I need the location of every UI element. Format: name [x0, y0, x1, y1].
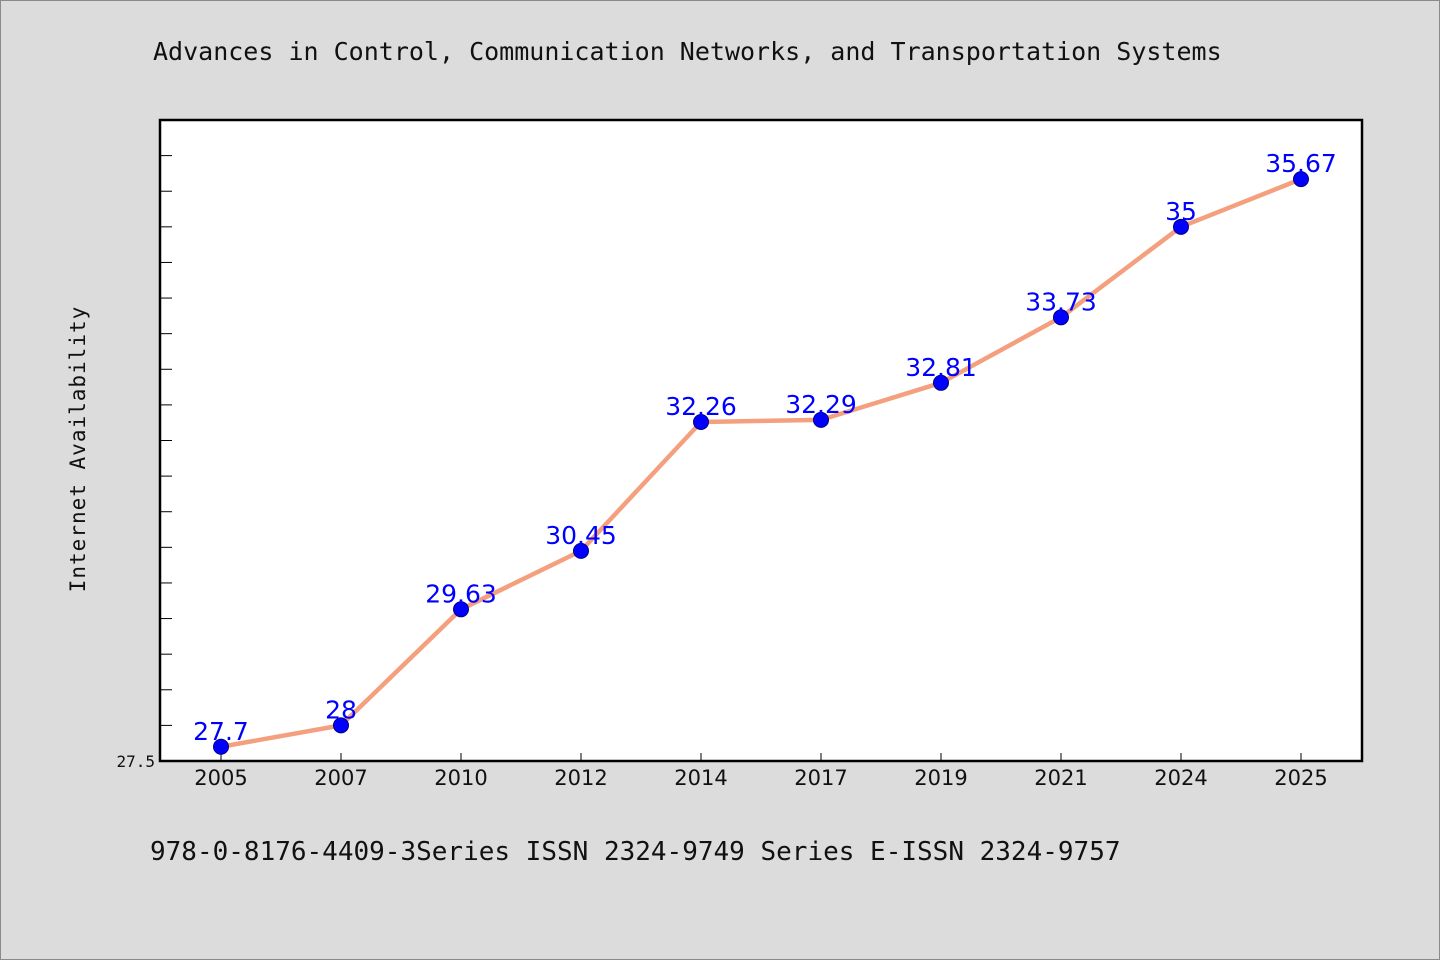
series-line — [218, 176, 1304, 750]
data-label: 30.45 — [545, 521, 617, 550]
x-tick-label: 2025 — [1274, 766, 1327, 790]
data-point — [453, 601, 469, 618]
x-tick-label: 2021 — [1034, 766, 1087, 790]
data-label: 33.73 — [1025, 287, 1097, 316]
isbn-issn-footer: 978-0-8176-4409-3Series ISSN 2324-9749 S… — [150, 837, 1121, 867]
data-point — [573, 542, 589, 559]
plot-area — [158, 118, 1364, 763]
data-point — [693, 413, 709, 430]
chart-title: Advances in Control, Communication Netwo… — [153, 37, 1222, 66]
x-tick-label: 2010 — [434, 766, 487, 790]
data-label: 29.63 — [425, 579, 497, 608]
x-tick-label: 2014 — [674, 766, 727, 790]
x-tick-label: 2024 — [1154, 766, 1207, 790]
x-tick-label: 2007 — [314, 766, 367, 790]
data-label: 35 — [1165, 197, 1197, 226]
data-label: 32.81 — [905, 353, 977, 382]
x-tick-label: 2005 — [194, 766, 247, 790]
data-label: 28 — [325, 695, 357, 724]
data-label: 27.7 — [193, 717, 249, 746]
data-point — [1173, 218, 1189, 235]
x-tick-label: 2012 — [554, 766, 607, 790]
data-point — [1293, 171, 1309, 188]
data-point — [333, 717, 349, 734]
data-label: 32.29 — [785, 390, 857, 419]
data-point — [813, 411, 829, 428]
data-point — [1053, 309, 1069, 326]
x-tick-label: 2017 — [794, 766, 847, 790]
data-point — [933, 374, 949, 391]
data-point — [213, 738, 229, 755]
x-tick-label: 2019 — [914, 766, 967, 790]
data-label: 35.67 — [1265, 149, 1337, 178]
data-label: 32.26 — [665, 392, 737, 421]
y-tick-label: 27.5 — [116, 752, 155, 771]
